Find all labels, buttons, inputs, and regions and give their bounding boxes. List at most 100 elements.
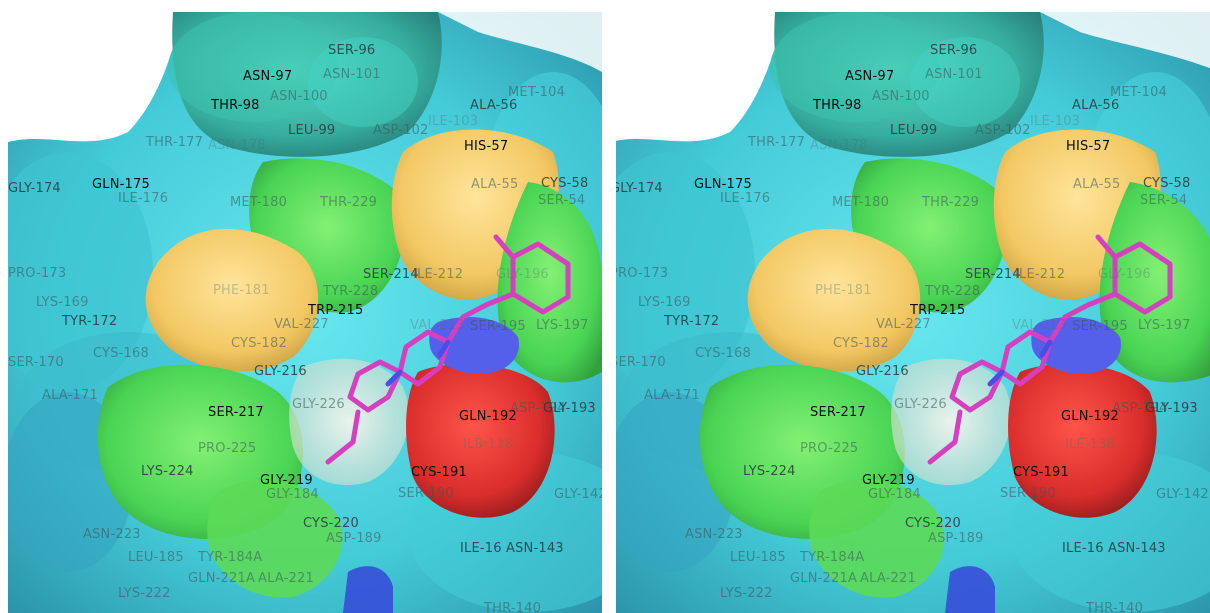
- residue-label: SER-170: [616, 355, 666, 370]
- residue-label: CYS-220: [303, 516, 359, 531]
- residue-label: CYS-168: [695, 346, 751, 361]
- residue-label: PRO-173: [616, 266, 669, 281]
- residue-label: ALA-221: [860, 571, 916, 586]
- residue-label: ASP-194: [510, 401, 566, 416]
- residue-label: ILE-16: [1062, 541, 1104, 556]
- residue-label: GLY-216: [856, 364, 909, 379]
- residue-label: LEU-185: [128, 550, 184, 565]
- residue-label: GLY-184: [266, 487, 319, 502]
- residue-label: THR-98: [813, 98, 862, 113]
- protein-surface-render: [8, 12, 602, 613]
- residue-label: ILE-176: [118, 191, 169, 206]
- residue-label: LEU-99: [890, 123, 938, 138]
- residue-label: PRO-225: [198, 441, 257, 456]
- residue-label: SER-195: [470, 319, 526, 334]
- residue-label: GLY-226: [894, 397, 947, 412]
- residue-label: TYR-172: [62, 314, 118, 329]
- residue-label: ILE-212: [413, 267, 464, 282]
- residue-label: ILE-16: [460, 541, 502, 556]
- residue-label: GLY-219: [260, 473, 313, 488]
- residue-label: SER-170: [8, 355, 64, 370]
- residue-label: ASN-143: [1108, 541, 1166, 556]
- residue-label: ASP-194: [1112, 401, 1168, 416]
- residue-label: ASN-178: [208, 138, 266, 153]
- residue-label: ASN-100: [872, 89, 930, 104]
- residue-label: HIS-57: [464, 139, 509, 154]
- residue-label: TYR-184A: [198, 550, 263, 565]
- residue-label: LYS-222: [118, 586, 171, 601]
- residue-label: SER-195: [1072, 319, 1128, 334]
- residue-label: LEU-99: [288, 123, 336, 138]
- residue-label: TRP-215: [308, 303, 364, 318]
- residue-label: CYS-220: [905, 516, 961, 531]
- residue-label: THR-229: [320, 195, 378, 210]
- residue-label: TRP-215: [910, 303, 966, 318]
- residue-label: ILE-103: [428, 114, 479, 129]
- residue-label: ASN-143: [506, 541, 564, 556]
- residue-label: ILE-138: [1065, 437, 1116, 452]
- residue-label: VAL-227: [274, 317, 329, 332]
- residue-label: TYR-228: [925, 284, 981, 299]
- residue-label: ASN-97: [243, 69, 293, 84]
- residue-label: SER-190: [1000, 486, 1056, 501]
- residue-label: LEU-185: [730, 550, 786, 565]
- residue-label: ASN-100: [270, 89, 328, 104]
- residue-label: GLY-142: [1156, 487, 1209, 502]
- residue-label: GLN-175: [92, 177, 150, 192]
- residue-label: SER-54: [1140, 193, 1188, 208]
- protein-surface-render: [616, 12, 1210, 613]
- residue-label: LYS-224: [743, 464, 796, 479]
- residue-label: GLY-174: [8, 181, 61, 196]
- residue-label: CYS-182: [231, 336, 287, 351]
- residue-label: GLN-192: [1061, 409, 1119, 424]
- residue-label: HIS-57: [1066, 139, 1111, 154]
- residue-label: ALA-56: [470, 98, 518, 113]
- residue-label: ALA-55: [1073, 177, 1121, 192]
- residue-label: SER-214: [965, 267, 1021, 282]
- residue-label: GLY-196: [1098, 267, 1151, 282]
- stereo-view-right: ASN-97 SER-96 ASN-101 THR-98 ASN-100 MET-104 A…: [616, 12, 1210, 613]
- residue-label: THR-177: [146, 135, 204, 150]
- residue-label: SER-96: [328, 43, 376, 58]
- residue-label: TYR-172: [664, 314, 720, 329]
- residue-label: LYS-197: [536, 318, 589, 333]
- residue-label: MET-104: [508, 85, 566, 100]
- residue-label: ASN-178: [810, 138, 868, 153]
- residue-label: ILE-212: [1015, 267, 1066, 282]
- residue-label: LYS-169: [638, 295, 691, 310]
- residue-label: GLN-221A: [790, 571, 858, 586]
- residue-label: CYS-58: [541, 176, 589, 191]
- residue-label: VAL-213: [1012, 318, 1067, 333]
- residue-label: GLY-216: [254, 364, 307, 379]
- residue-label: ASP-189: [326, 531, 382, 546]
- residue-label: ASN-223: [685, 527, 743, 542]
- residue-label: GLY-219: [862, 473, 915, 488]
- residue-label: GLY-196: [496, 267, 549, 282]
- residue-label: PRO-225: [800, 441, 859, 456]
- residue-label: THR-98: [211, 98, 260, 113]
- residue-label: GLY-174: [616, 181, 663, 196]
- residue-label: LYS-224: [141, 464, 194, 479]
- residue-label: ALA-55: [471, 177, 519, 192]
- residue-label: ILE-176: [720, 191, 771, 206]
- residue-label: GLN-192: [459, 409, 517, 424]
- residue-label: ALA-171: [644, 388, 700, 403]
- residue-label: SER-96: [930, 43, 978, 58]
- ligand-stick-model: [325, 234, 571, 465]
- stereo-view-left: ASN-97 SER-96 ASN-101 THR-98 ASN-100 MET-104 A…: [8, 12, 602, 613]
- residue-label: ASN-223: [83, 527, 141, 542]
- residue-label: VAL-227: [876, 317, 931, 332]
- residue-label: GLY-193: [1145, 401, 1198, 416]
- residue-label: LYS-169: [36, 295, 89, 310]
- residue-label: ILE-138: [463, 437, 514, 452]
- residue-label: GLY-226: [292, 397, 345, 412]
- residue-label: THR-140: [1086, 601, 1144, 613]
- residue-label: GLY-142: [554, 487, 602, 502]
- residue-label: MET-180: [832, 195, 890, 210]
- residue-label: MET-180: [230, 195, 288, 210]
- residue-label: ALA-171: [42, 388, 98, 403]
- residue-label: THR-140: [484, 601, 542, 613]
- residue-label-layer: ASN-97 SER-96 ASN-101 THR-98 ASN-100 MET-104 A…: [8, 12, 602, 613]
- residue-label: ASN-101: [925, 67, 983, 82]
- residue-label: THR-229: [922, 195, 980, 210]
